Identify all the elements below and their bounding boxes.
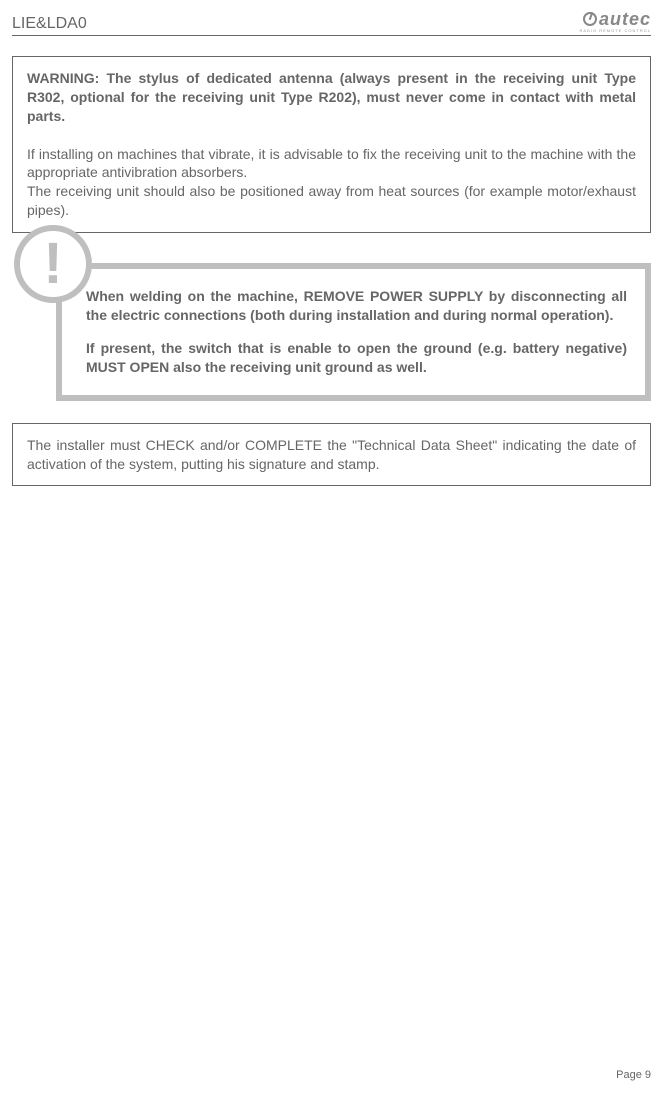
installer-text: The installer must CHECK and/or COMPLETE…	[27, 436, 636, 474]
installer-box: The installer must CHECK and/or COMPLETE…	[12, 423, 651, 487]
warning-bold-text: WARNING: The stylus of dedicated antenna…	[27, 69, 636, 126]
warning-box-1: WARNING: The stylus of dedicated antenna…	[12, 56, 651, 233]
logo-icon	[583, 12, 597, 26]
exclamation-para2: If present, the switch that is enable to…	[86, 339, 627, 377]
page-header: LIE&LDA0 autec RADIO REMOTE CONTROL	[12, 10, 651, 36]
exclamation-para1: When welding on the machine, REMOVE POWE…	[86, 287, 627, 325]
doc-code: LIE&LDA0	[12, 15, 87, 33]
exclamation-mark: !	[43, 235, 62, 293]
warning-para1: If installing on machines that vibrate, …	[27, 145, 636, 183]
warning-para2: The receiving unit should also be positi…	[27, 182, 636, 220]
logo-text: autec	[599, 10, 651, 28]
logo-main: autec	[583, 10, 651, 28]
logo: autec RADIO REMOTE CONTROL	[579, 10, 651, 33]
page: LIE&LDA0 autec RADIO REMOTE CONTROL WARN…	[0, 0, 663, 1095]
exclamation-warning: ! When welding on the machine, REMOVE PO…	[12, 263, 651, 401]
exclamation-box: When welding on the machine, REMOVE POWE…	[56, 263, 651, 401]
logo-subtext: RADIO REMOTE CONTROL	[579, 29, 651, 33]
exclamation-icon: !	[14, 225, 92, 303]
page-number: Page 9	[616, 1069, 651, 1081]
